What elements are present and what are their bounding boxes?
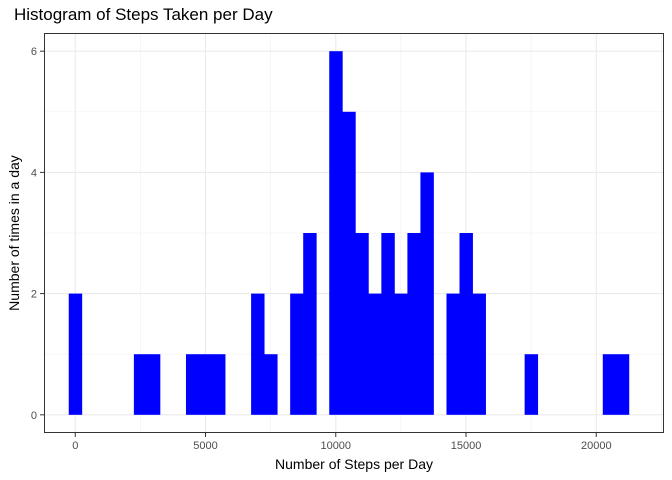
y-tick-label: 4 bbox=[31, 167, 37, 179]
x-axis-title: Number of Steps per Day bbox=[275, 456, 433, 472]
histogram-bar bbox=[602, 354, 617, 415]
histogram-bar bbox=[420, 172, 434, 415]
histogram-bar bbox=[251, 293, 265, 415]
x-tick-label: 20000 bbox=[581, 440, 612, 452]
histogram-bar bbox=[212, 354, 226, 415]
x-tick-label: 0 bbox=[72, 440, 78, 452]
histogram-bar bbox=[459, 233, 473, 415]
histogram-bar bbox=[368, 293, 382, 415]
histogram-bar bbox=[68, 293, 83, 415]
y-axis-title: Number of times in a day bbox=[6, 155, 22, 311]
histogram-bar bbox=[133, 354, 148, 415]
histogram-bar bbox=[185, 354, 200, 415]
x-tick-label: 5000 bbox=[193, 440, 217, 452]
x-tick-label: 15000 bbox=[451, 440, 482, 452]
histogram-bar bbox=[264, 354, 278, 415]
histogram-bar bbox=[446, 293, 460, 415]
y-tick-label: 0 bbox=[31, 410, 37, 422]
histogram-bar bbox=[329, 51, 343, 415]
histogram-bar bbox=[524, 354, 539, 415]
chart-title: Histogram of Steps Taken per Day bbox=[14, 5, 273, 24]
y-tick-label: 6 bbox=[31, 46, 37, 58]
y-tick-label: 2 bbox=[31, 289, 37, 301]
histogram-bar bbox=[146, 354, 161, 415]
histogram-bar bbox=[381, 233, 395, 415]
histogram-bar bbox=[615, 354, 630, 415]
histogram-bar bbox=[355, 233, 369, 415]
plot-panel-border bbox=[44, 33, 664, 433]
axis-ticks: 0 5000 10000 15000 20000 0 2 4 6 bbox=[31, 46, 612, 452]
histogram-bar bbox=[407, 233, 421, 415]
histogram-bar bbox=[394, 293, 408, 415]
histogram-bar bbox=[472, 293, 486, 415]
histogram-bar bbox=[303, 233, 317, 415]
histogram-bar bbox=[290, 293, 304, 415]
histogram-bar bbox=[199, 354, 213, 415]
x-tick-label: 10000 bbox=[320, 440, 351, 452]
histogram-bar bbox=[342, 111, 356, 415]
histogram-bars bbox=[68, 51, 630, 415]
